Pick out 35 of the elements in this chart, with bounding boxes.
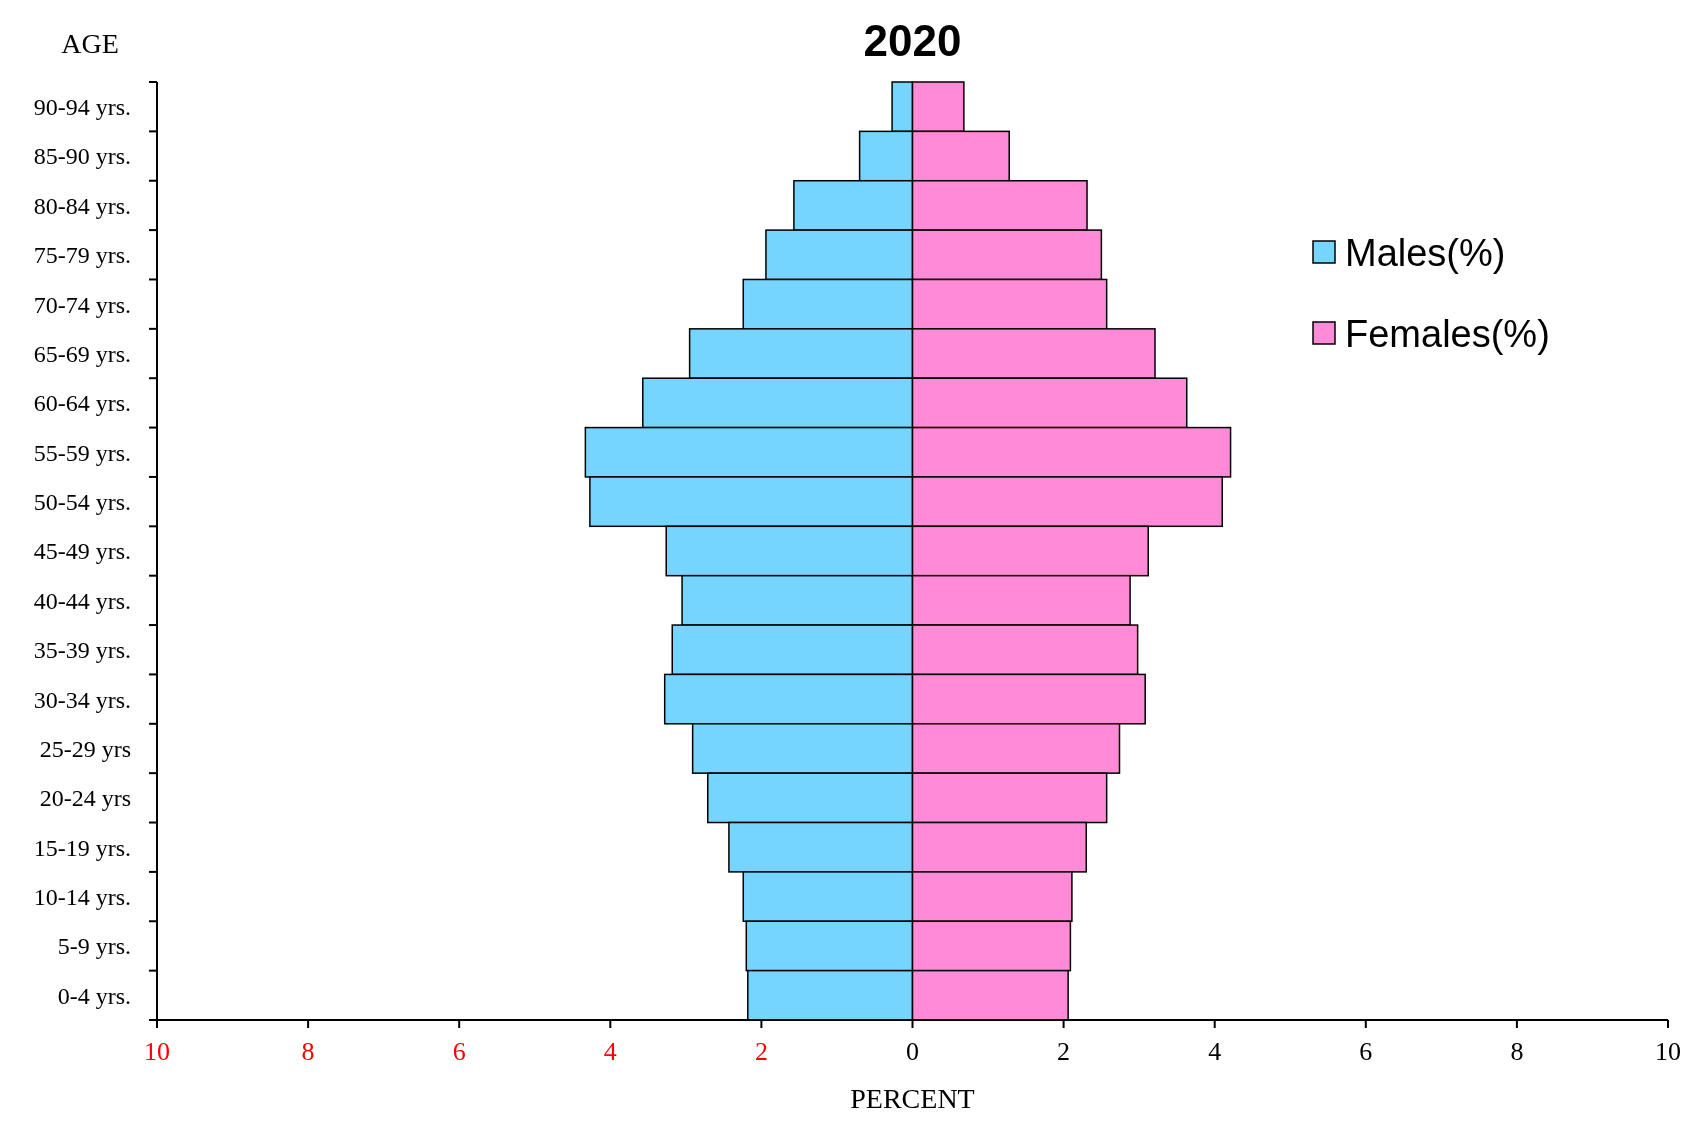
legend-label: Females(%): [1345, 313, 1550, 356]
y-tick-label: 50-54 yrs.: [33, 489, 131, 516]
y-tick-label: 90-94 yrs.: [33, 94, 131, 121]
y-tick-label: 85-90 yrs.: [33, 143, 131, 170]
y-tick-label: 10-14 yrs.: [33, 883, 131, 910]
x-tick-label: 10: [1655, 1037, 1681, 1066]
x-tick-label: 8: [1510, 1037, 1524, 1066]
legend-label: Males(%): [1345, 232, 1506, 275]
x-tick-label: 4: [1208, 1037, 1222, 1066]
chart-title: 2020: [863, 16, 962, 65]
x-axis-title: PERCENT: [850, 1083, 975, 1114]
y-tick-label: 75-79 yrs.: [33, 242, 131, 269]
y-tick-label: 0-4 yrs.: [57, 982, 131, 1009]
x-tick-label: 0: [906, 1037, 919, 1066]
y-tick-label: 40-44 yrs.: [33, 587, 131, 614]
y-tick-label: 30-34 yrs.: [33, 686, 131, 713]
y-tick-label: 65-69 yrs.: [33, 340, 131, 367]
x-tick-label: 2: [754, 1037, 768, 1066]
x-tick-label: 4: [603, 1037, 617, 1066]
x-tick-label: 10: [144, 1037, 170, 1066]
y-tick-label: 45-49 yrs.: [33, 538, 131, 565]
x-tick-label: 6: [452, 1037, 466, 1066]
y-tick-label: 20-24 yrs: [39, 785, 131, 812]
y-tick-label: 15-19 yrs.: [33, 834, 131, 861]
x-tick-label: 2: [1057, 1037, 1071, 1066]
y-tick-label: 55-59 yrs.: [33, 439, 131, 466]
y-tick-label: 5-9 yrs.: [57, 933, 131, 960]
x-tick-label: 6: [1359, 1037, 1373, 1066]
y-axis-title: AGE: [61, 28, 119, 59]
y-tick-label: 70-74 yrs.: [33, 291, 131, 318]
y-tick-label: 80-84 yrs.: [33, 192, 131, 219]
x-tick-label: 8: [301, 1037, 315, 1066]
y-tick-label: 35-39 yrs.: [33, 637, 131, 664]
y-tick-label: 60-64 yrs.: [33, 390, 131, 417]
y-tick-label: 25-29 yrs: [39, 735, 131, 762]
